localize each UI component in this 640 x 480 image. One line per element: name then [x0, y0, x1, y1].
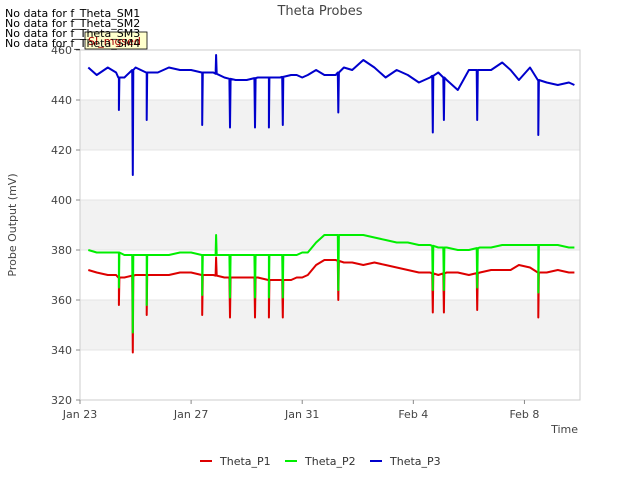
y-axis-ticks: 320 340 360 380 400 420 440 460 [51, 44, 80, 407]
flag-label-box: SI_mgsed [84, 31, 148, 50]
series-line-theta_p2 [88, 234, 575, 334]
annotation-nodata-sm1: No data for f_Theta_SM1 [5, 7, 141, 20]
x-tick-label: Jan 27 [173, 408, 208, 421]
y-axis-label: Probe Output (mV) [6, 173, 19, 276]
x-tick-label: Feb 8 [509, 408, 539, 421]
y-tick-label: 400 [51, 194, 72, 207]
x-tick-label: Jan 23 [62, 408, 97, 421]
annotation-nodata-sm2: No data for f_Theta_SM2 [5, 17, 141, 30]
grid-band [80, 100, 580, 150]
y-tick-label: 420 [51, 144, 72, 157]
series-group [87, 54, 575, 354]
y-tick-label: 360 [51, 294, 72, 307]
chart-title: Theta Probes [276, 4, 362, 19]
legend: Theta_P1 Theta_P2 Theta_P3 [200, 455, 441, 468]
flag-label: SI_mgsed [88, 35, 141, 48]
x-axis-label: Time [550, 423, 578, 436]
legend-label-theta_p2: Theta_P2 [304, 455, 356, 468]
y-tick-label: 320 [51, 394, 72, 407]
annotation-nodata-sm4: No data for f_Theta_SM4 [5, 37, 141, 50]
x-axis-ticks: Jan 23 Jan 27 Jan 31 Feb 4 Feb 8 [62, 400, 539, 421]
y-tick-label: 460 [51, 44, 72, 57]
grid-band [80, 200, 580, 250]
plot-frame [79, 49, 581, 401]
annotation-nodata-sm3: No data for f_Theta_SM3 [5, 27, 141, 40]
grid-bands [80, 49, 580, 401]
series-line-theta_p3 [87, 54, 575, 176]
legend-label-theta_p3: Theta_P3 [389, 455, 441, 468]
legend-label-theta_p1: Theta_P1 [219, 455, 271, 468]
y-tick-label: 440 [51, 94, 72, 107]
grid-band [80, 300, 580, 350]
x-tick-label: Jan 31 [284, 408, 319, 421]
x-tick-label: Feb 4 [398, 408, 428, 421]
y-tick-label: 340 [51, 344, 72, 357]
y-tick-label: 380 [51, 244, 72, 257]
